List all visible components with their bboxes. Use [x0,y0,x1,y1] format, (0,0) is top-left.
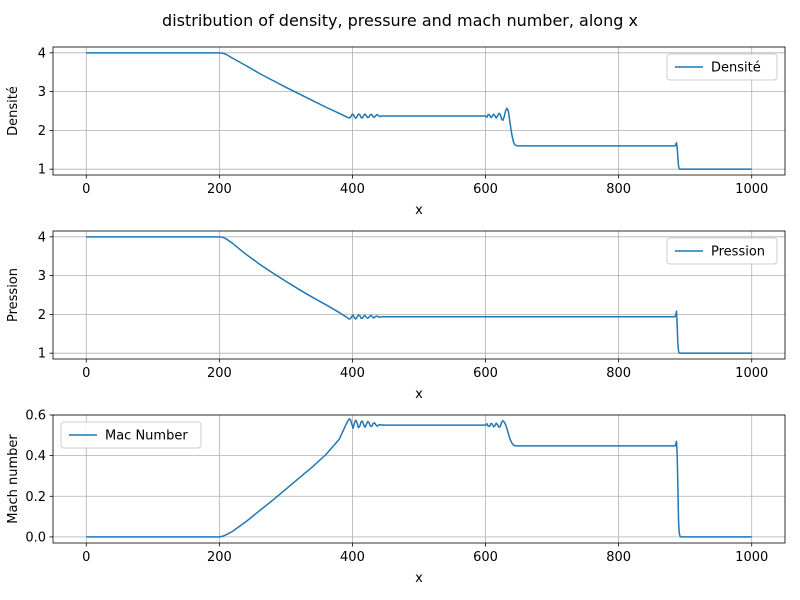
x-tick-label-1-4: 800 [606,366,631,381]
legend-0: Densité [666,53,778,81]
x-axis-label-2: x [415,571,423,586]
x-tick-label-1-5: 1000 [735,366,768,381]
x-tick-label-0-1: 200 [207,182,232,197]
axes-frame-2 [52,414,786,544]
subplot-0: 0 200 400 600 800 1000 1 2 3 4 x Densité Densité [6,46,786,218]
x-axis-label-1: x [415,387,423,402]
y-axis-label-1: Pression [6,268,21,322]
x-tick-label-2-1: 200 [207,550,232,565]
legend-1: Pression [666,237,778,265]
x-tick-label-1-3: 600 [473,366,498,381]
subplot-2: 0 200 400 600 800 1000 0.0 0.2 0.4 0.6 x Mach numbe… [6,409,786,586]
axes-frame-1 [52,230,786,360]
figure-title: distribution of density, pressure and ma… [162,11,638,30]
y-tick-label-1-0: 1 [38,347,46,362]
y-tick-label-2-2: 0.4 [25,449,46,464]
x-tick-label-2-3: 600 [473,550,498,565]
subplot-1: 0 200 400 600 800 1000 1 2 3 4 x Pression Pression [6,230,786,402]
x-tick-label-0-2: 400 [340,182,365,197]
x-tick-label-0-4: 800 [606,182,631,197]
y-tick-label-0-1: 2 [38,124,46,139]
x-tick-label-2-4: 800 [606,550,631,565]
legend-entry-1: Pression [711,245,765,260]
series-line-2-0 [86,418,752,538]
legend-box-1 [666,237,778,265]
x-tick-label-2-2: 400 [340,550,365,565]
x-tick-label-1-0: 0 [82,366,90,381]
legend-box-2 [60,421,202,449]
x-tick-label-0-3: 600 [473,182,498,197]
x-tick-label-2-5: 1000 [735,550,768,565]
x-tick-label-1-1: 200 [207,366,232,381]
y-tick-label-0-0: 1 [38,163,46,178]
y-tick-label-1-3: 4 [38,230,46,245]
y-tick-label-2-3: 0.6 [25,409,46,424]
y-tick-label-0-3: 4 [38,46,46,61]
legend-entry-0: Densité [711,61,761,76]
y-tick-label-2-1: 0.2 [25,490,46,505]
legend-entry-2: Mac Number [105,429,188,444]
y-tick-label-1-1: 2 [38,308,46,323]
legend-2: Mac Number [60,421,202,449]
y-axis-label-0: Densité [6,86,21,136]
x-tick-label-2-0: 0 [82,550,90,565]
series-line-1-0 [86,236,752,354]
x-tick-label-1-2: 400 [340,366,365,381]
y-axis-label-2: Mach number [6,434,21,524]
x-tick-label-0-5: 1000 [735,182,768,197]
x-tick-label-0-0: 0 [82,182,90,197]
series-line-0-0 [86,52,752,170]
y-tick-label-0-2: 3 [38,85,46,100]
axes-frame-0 [52,46,786,176]
y-tick-label-1-2: 3 [38,269,46,284]
legend-box-0 [666,53,778,81]
y-tick-label-2-0: 0.0 [25,530,46,545]
x-axis-label-0: x [415,203,423,218]
